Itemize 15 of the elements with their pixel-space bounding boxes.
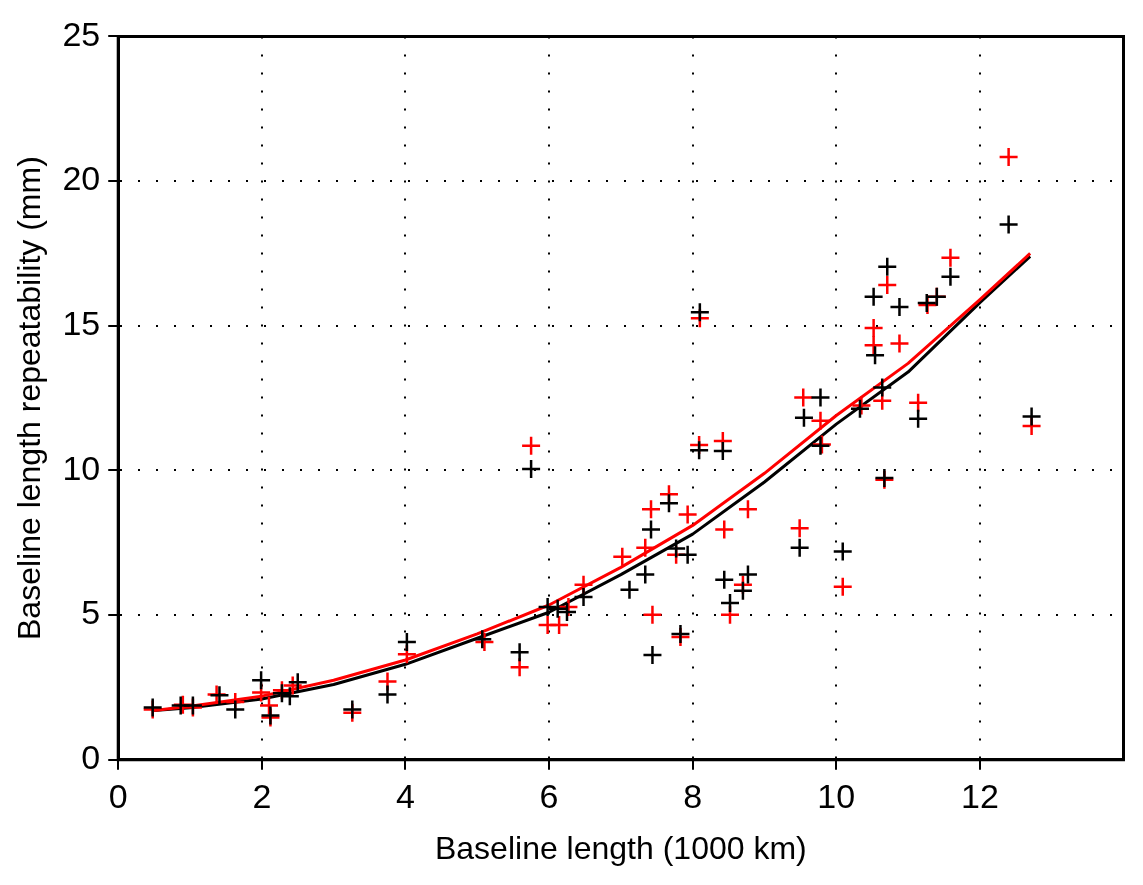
y-tick-label: 5 <box>81 593 101 632</box>
x-tick-label: 4 <box>395 776 415 815</box>
y-axis-title: Baseline length repeatability (mm) <box>11 156 48 640</box>
x-axis-title: Baseline length (1000 km) <box>434 829 807 866</box>
y-tick-label: 0 <box>81 738 101 777</box>
x-tick-label: 12 <box>960 776 999 815</box>
x-tick-label: 0 <box>108 776 128 815</box>
y-tick-label: 20 <box>62 159 101 198</box>
x-tick-label: 2 <box>252 776 272 815</box>
x-tick-label: 10 <box>817 776 856 815</box>
y-tick-label: 25 <box>62 14 101 53</box>
y-tick-label: 10 <box>62 448 101 487</box>
x-tick-label: 8 <box>683 776 703 815</box>
y-tick-label: 15 <box>62 304 101 343</box>
x-tick-label: 6 <box>539 776 559 815</box>
